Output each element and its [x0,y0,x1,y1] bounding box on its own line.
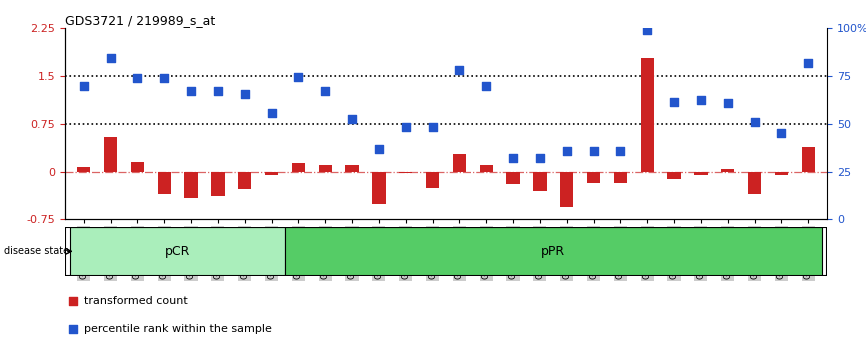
Bar [721,169,734,172]
Bar [748,172,761,194]
Point [319,88,333,93]
Point [801,61,815,66]
Bar [70,227,285,276]
Bar [775,172,788,175]
Bar [426,172,439,188]
Point [346,116,359,122]
Bar [372,172,385,204]
Point [238,91,252,97]
Bar [453,154,466,172]
Point [265,110,279,116]
Point [479,83,493,88]
Point [506,155,520,160]
Bar [265,172,278,175]
Bar [480,165,493,172]
Point [533,155,546,160]
Text: GDS3721 / 219989_s_at: GDS3721 / 219989_s_at [65,14,215,27]
Bar [399,172,412,173]
Point [211,88,225,93]
Point [158,75,171,81]
Bar [211,172,224,196]
Bar [77,167,90,172]
Bar [507,172,520,184]
Bar [292,164,305,172]
Bar [533,172,546,191]
Point [559,148,573,154]
Point [694,97,708,103]
Text: pPR: pPR [541,245,565,258]
Bar [614,172,627,183]
Bar [346,165,359,172]
Point [667,99,681,104]
Point [452,67,466,73]
Point [774,131,788,136]
Point [184,88,198,93]
Point [131,75,145,81]
Point [508,150,522,156]
Bar [319,165,332,172]
Bar [641,58,654,172]
Bar [587,172,600,183]
Point [426,124,440,130]
Bar [285,227,822,276]
Point [77,83,91,88]
Point [747,119,761,125]
Point [372,147,386,152]
Point [640,27,654,33]
Bar [238,172,251,189]
Bar [131,162,144,172]
Point [399,124,413,130]
Text: transformed count: transformed count [84,296,188,306]
Bar [104,137,117,172]
Bar [695,172,708,175]
Text: percentile rank within the sample: percentile rank within the sample [84,324,272,334]
Point [586,148,600,154]
Text: disease state: disease state [4,246,69,256]
Bar [560,172,573,207]
Bar [668,172,681,179]
Bar [802,148,815,172]
Bar [158,172,171,194]
Point [104,56,118,61]
Bar [184,172,197,199]
Point [613,148,627,154]
Point [721,100,734,106]
Point [292,75,306,80]
Text: pCR: pCR [165,245,191,258]
